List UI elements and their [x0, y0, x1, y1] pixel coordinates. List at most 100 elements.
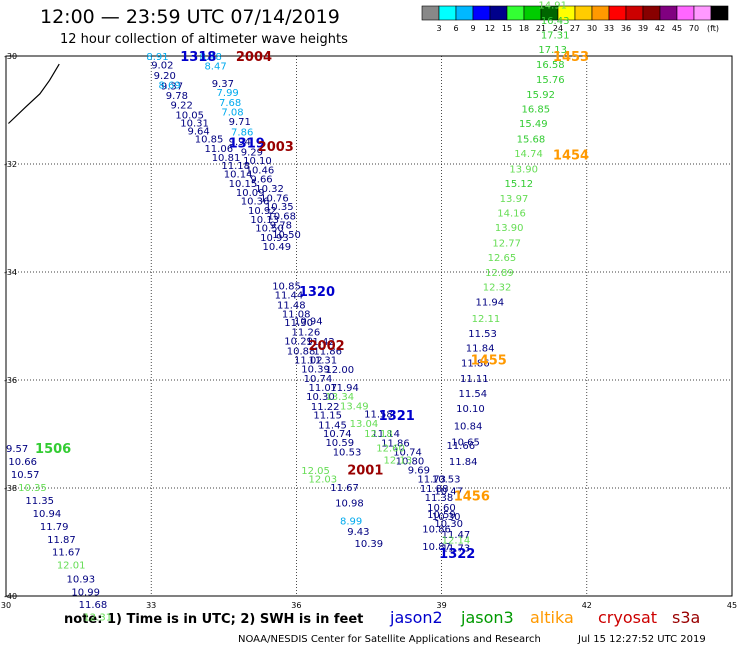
- color-scale-label: 30: [587, 24, 597, 33]
- wave-height-point: 12.77: [492, 238, 521, 249]
- wave-height-point: 11.86: [313, 346, 342, 357]
- y-tick-label: -40: [4, 592, 17, 601]
- wave-height-point: 14.74: [514, 149, 543, 160]
- wave-height-point: 15.92: [526, 90, 555, 101]
- wave-height-point: 14.91: [538, 1, 567, 12]
- wave-height-point: 11.38: [425, 493, 454, 504]
- y-tick-label: -34: [4, 268, 17, 277]
- wave-height-point: 11.31: [309, 355, 338, 366]
- wave-height-point: 9.94: [229, 137, 251, 148]
- wave-height-point: 8.47: [204, 62, 226, 73]
- color-scale-swatch: [455, 5, 474, 21]
- color-scale-label: 18: [519, 24, 529, 33]
- wave-height-point: 12.05: [301, 466, 330, 477]
- footer-credit: NOAA/NESDIS Center for Satellite Applica…: [238, 634, 541, 645]
- wave-height-point: 9.22: [171, 101, 193, 112]
- wave-height-point: 11.07: [309, 383, 338, 394]
- color-scale-label: 3: [436, 24, 441, 33]
- wave-height-point: 10.10: [456, 404, 485, 415]
- wave-height-point: 10.93: [260, 233, 289, 244]
- wave-height-point: 10.05: [175, 110, 204, 121]
- color-scale-label: 6: [453, 24, 458, 33]
- wave-height-point: 11.94: [475, 298, 504, 309]
- wave-height-point: 15.12: [505, 179, 534, 190]
- wave-height-point: 11.68: [79, 600, 108, 611]
- wave-height-point: 7.68: [219, 98, 241, 109]
- coastline: [8, 63, 60, 124]
- wave-height-point: 11.02: [294, 355, 323, 366]
- pass-label: 1455: [471, 353, 507, 368]
- y-tick-label: -32: [4, 160, 17, 169]
- wave-height-point: 11.53: [468, 329, 497, 340]
- wave-height-point: 15.49: [519, 119, 548, 130]
- wave-height-point: 12.89: [485, 268, 514, 279]
- wave-height-point: 13.97: [500, 194, 529, 205]
- pass-label: 1453: [553, 50, 589, 65]
- wave-height-point: 8.91: [146, 52, 168, 63]
- x-tick-label: 45: [727, 601, 737, 610]
- color-scale-swatch: [608, 5, 627, 21]
- color-scale-swatch: [591, 5, 610, 21]
- wave-height-point: 10.39: [354, 539, 383, 550]
- color-scale-swatch: [472, 5, 491, 21]
- wave-height-point: 10.36: [241, 197, 270, 208]
- color-scale-swatch: [659, 5, 678, 21]
- wave-height-point: 12.65: [488, 253, 517, 264]
- wave-height-point: 11.66: [446, 441, 475, 452]
- wave-height-point: 9.64: [188, 127, 210, 138]
- wave-height-point: 12.00: [325, 365, 354, 376]
- wave-height-point: 9.37: [161, 82, 183, 93]
- wave-height-point: 10.87: [422, 542, 451, 553]
- wave-height-point: 10.86: [422, 525, 451, 536]
- color-scale-swatch: [489, 5, 508, 21]
- x-tick-label: 33: [146, 601, 156, 610]
- wave-height-point: 10.14: [224, 170, 253, 181]
- wave-height-point: 10.80: [396, 456, 425, 467]
- wave-height-point: 11.08: [282, 310, 311, 321]
- wave-height-point: 14.16: [497, 209, 526, 220]
- wave-height-point: 12.60: [376, 444, 405, 455]
- wave-height-point: 10.60: [427, 503, 456, 514]
- wave-height-point: 11.18: [221, 161, 250, 172]
- wave-height-point: 10.81: [212, 153, 241, 164]
- wave-height-point: 10.74: [393, 447, 422, 458]
- wave-height-point: 9.57: [6, 444, 28, 455]
- wave-height-point: 10.30: [434, 519, 463, 530]
- wave-height-point: 9.78: [270, 220, 292, 231]
- wave-height-point: 10.53: [432, 474, 461, 485]
- wave-height-point: 13.34: [325, 392, 354, 403]
- wave-height-point: 12.18: [364, 429, 393, 440]
- color-scale-label: 70: [689, 24, 699, 33]
- color-scale-label: 24: [553, 24, 563, 33]
- wave-height-point: 15.76: [536, 75, 565, 86]
- pass-label: 2003: [258, 140, 294, 155]
- wave-height-point: 11.44: [275, 291, 304, 302]
- wave-height-point: 11.15: [313, 411, 342, 422]
- color-scale-swatch: [710, 5, 729, 21]
- wave-height-point: 10.74: [304, 374, 333, 385]
- pass-label: 2002: [309, 339, 345, 354]
- chart-title: 12:00 — 23:59 UTC 07/14/2019: [40, 6, 340, 28]
- wave-height-point: 10.93: [67, 575, 96, 586]
- legend-jason2: jason2: [390, 608, 443, 627]
- pass-label: 1319: [229, 136, 265, 151]
- wave-height-point: 12.31: [83, 613, 112, 624]
- wave-height-point: 11.86: [381, 439, 410, 450]
- pass-label: 1506: [35, 442, 71, 457]
- wave-height-point: 9.29: [241, 148, 263, 159]
- wave-height-point: 10.92: [248, 206, 277, 217]
- wave-height-point: 10.94: [294, 317, 323, 328]
- wave-height-point: 9.66: [250, 175, 272, 186]
- color-scale-label: 39: [638, 24, 648, 33]
- wave-height-point: 10.65: [451, 438, 480, 449]
- pass-label: 1321: [379, 409, 415, 424]
- wave-height-point: 11.67: [330, 483, 359, 494]
- legend-s3a: s3a: [672, 608, 701, 627]
- wave-height-point: 13.90: [495, 223, 524, 234]
- footer-timestamp: Jul 15 12:27:52 UTC 2019: [578, 634, 706, 645]
- y-tick-label: -30: [4, 52, 17, 61]
- wave-height-point: 10.94: [33, 509, 62, 520]
- color-scale-swatch: [421, 5, 440, 21]
- wave-height-point: 17.13: [538, 45, 567, 56]
